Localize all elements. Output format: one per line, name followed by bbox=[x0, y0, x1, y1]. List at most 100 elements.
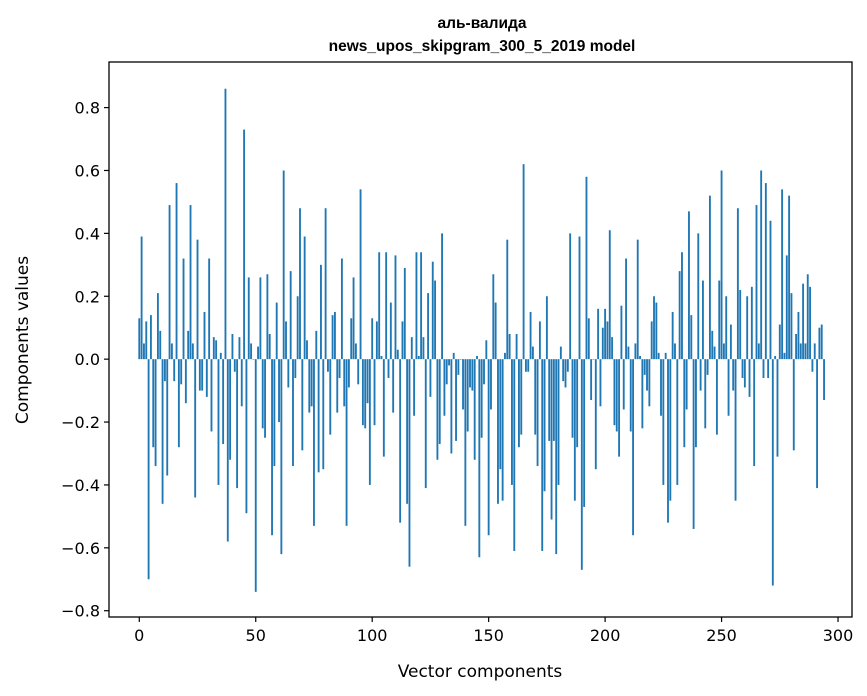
bar-142 bbox=[469, 359, 471, 388]
y-axis-label: Components values bbox=[13, 256, 33, 424]
bar-127 bbox=[434, 280, 437, 360]
bar-251 bbox=[722, 343, 725, 360]
bar-121 bbox=[420, 252, 423, 360]
bar-24 bbox=[194, 359, 197, 498]
bar-0 bbox=[138, 318, 141, 360]
bar-248 bbox=[715, 359, 718, 435]
bar-267 bbox=[760, 170, 763, 360]
bar-90 bbox=[347, 359, 350, 388]
bar-155 bbox=[499, 359, 502, 470]
bar-214 bbox=[636, 239, 639, 360]
bar-185 bbox=[569, 233, 572, 360]
bar-220 bbox=[650, 321, 653, 360]
bar-167 bbox=[527, 359, 530, 372]
bar-118 bbox=[413, 359, 416, 416]
bar-39 bbox=[229, 359, 232, 460]
bar-288 bbox=[809, 286, 811, 360]
bar-172 bbox=[538, 321, 541, 360]
bar-131 bbox=[443, 359, 446, 416]
bar-170 bbox=[534, 359, 537, 435]
bar-11 bbox=[163, 359, 166, 382]
bar-6 bbox=[152, 359, 155, 448]
bar-182 bbox=[562, 359, 565, 382]
bar-162 bbox=[515, 334, 518, 360]
bar-66 bbox=[292, 359, 294, 467]
bar-23 bbox=[191, 343, 194, 360]
bar-175 bbox=[545, 296, 548, 360]
bar-12 bbox=[166, 359, 169, 476]
bar-240 bbox=[697, 233, 700, 360]
bar-252 bbox=[725, 296, 728, 360]
bar-148 bbox=[483, 359, 485, 385]
bar-217 bbox=[643, 359, 646, 375]
bar-40 bbox=[231, 334, 234, 360]
bar-129 bbox=[438, 359, 441, 445]
bar-113 bbox=[401, 321, 404, 360]
bar-49 bbox=[252, 359, 255, 360]
bar-241 bbox=[699, 359, 702, 391]
bar-237 bbox=[690, 315, 693, 360]
bar-229 bbox=[671, 311, 674, 360]
y-tick-label: −0.6 bbox=[61, 539, 100, 558]
bar-262 bbox=[748, 359, 751, 397]
bar-189 bbox=[578, 236, 581, 360]
bar-44 bbox=[240, 359, 243, 407]
chart-title: аль-валида bbox=[438, 15, 527, 32]
bar-36 bbox=[222, 359, 225, 445]
bar-76 bbox=[315, 330, 318, 360]
bar-33 bbox=[215, 340, 218, 360]
bar-171 bbox=[536, 359, 539, 467]
bar-107 bbox=[387, 359, 390, 379]
bar-150 bbox=[487, 359, 490, 536]
bar-61 bbox=[280, 359, 283, 555]
bar-26 bbox=[198, 359, 201, 391]
bar-286 bbox=[804, 343, 807, 360]
bar-52 bbox=[259, 277, 262, 360]
bar-274 bbox=[776, 359, 779, 457]
bar-294 bbox=[823, 359, 825, 401]
bar-212 bbox=[632, 359, 634, 536]
bar-119 bbox=[415, 252, 418, 360]
bar-42 bbox=[236, 359, 239, 489]
bar-231 bbox=[676, 359, 679, 485]
bar-18 bbox=[180, 359, 183, 385]
x-tick-label: 50 bbox=[246, 626, 266, 645]
bar-279 bbox=[788, 195, 791, 360]
bar-230 bbox=[674, 343, 676, 360]
bar-41 bbox=[233, 359, 236, 372]
bar-164 bbox=[520, 359, 523, 435]
bar-120 bbox=[417, 356, 420, 360]
bar-105 bbox=[382, 359, 385, 457]
bar-293 bbox=[820, 324, 823, 360]
bar-257 bbox=[736, 208, 739, 360]
bar-264 bbox=[753, 359, 756, 467]
bar-43 bbox=[238, 337, 241, 360]
bar-70 bbox=[301, 359, 304, 451]
bar-86 bbox=[338, 359, 341, 379]
bar-249 bbox=[718, 280, 721, 360]
x-axis-label: Vector components bbox=[398, 662, 563, 682]
bar-65 bbox=[289, 271, 292, 360]
bar-273 bbox=[774, 356, 777, 360]
bar-114 bbox=[403, 267, 406, 360]
bar-206 bbox=[618, 359, 621, 457]
bar-218 bbox=[646, 359, 648, 391]
bar-17 bbox=[177, 359, 180, 448]
bar-46 bbox=[245, 359, 248, 514]
bar-132 bbox=[445, 359, 448, 385]
bar-32 bbox=[212, 337, 215, 360]
bar-236 bbox=[688, 211, 690, 360]
bar-35 bbox=[219, 352, 222, 360]
bar-101 bbox=[373, 359, 376, 426]
bar-226 bbox=[664, 352, 667, 360]
bar-82 bbox=[329, 359, 332, 435]
bar-272 bbox=[771, 359, 774, 586]
bar-38 bbox=[226, 359, 229, 542]
bar-222 bbox=[655, 302, 658, 360]
bar-161 bbox=[513, 359, 516, 551]
x-tick-label: 300 bbox=[823, 626, 854, 645]
bar-158 bbox=[506, 239, 509, 360]
bar-254 bbox=[729, 324, 732, 360]
bar-266 bbox=[757, 343, 760, 360]
